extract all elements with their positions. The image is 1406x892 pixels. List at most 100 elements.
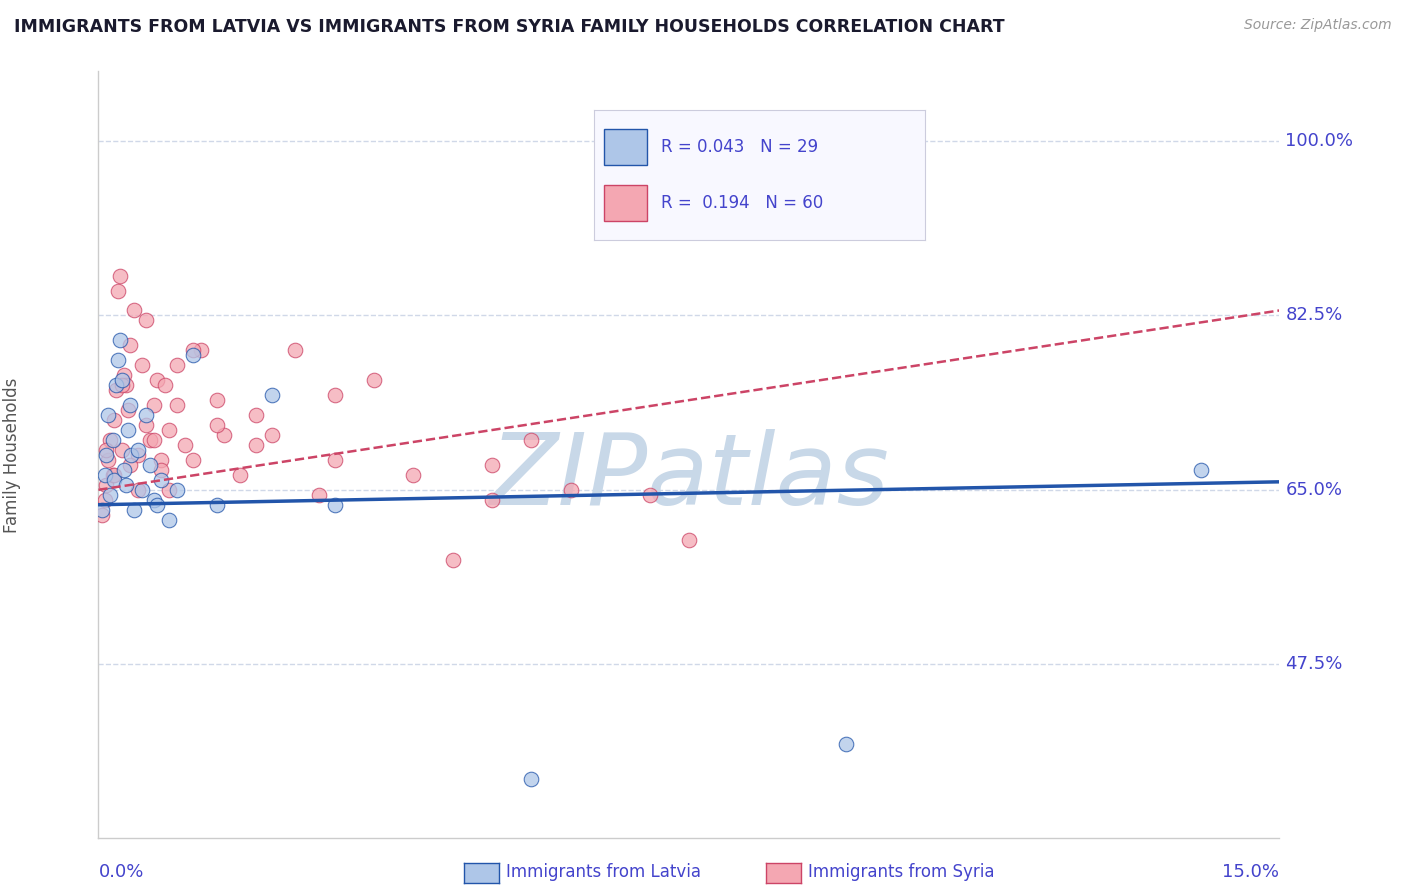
Point: [103, 413, 125, 427]
Point: [205, 417, 228, 432]
Point: [402, 467, 425, 482]
Point: [135, 313, 157, 327]
Text: Source: ZipAtlas.com: Source: ZipAtlas.com: [1244, 18, 1392, 32]
Text: 65.0%: 65.0%: [1285, 481, 1343, 499]
Point: [835, 737, 858, 751]
Point: [97, 453, 120, 467]
Point: [181, 343, 204, 358]
Point: [323, 453, 346, 467]
Point: [111, 442, 134, 457]
Point: [112, 463, 135, 477]
Point: [441, 552, 464, 566]
Point: [245, 408, 267, 422]
Point: [127, 448, 149, 462]
Point: [101, 433, 124, 447]
Point: [138, 458, 160, 472]
Point: [560, 483, 582, 497]
Text: ZIPatlas: ZIPatlas: [489, 429, 889, 526]
Point: [146, 373, 169, 387]
Point: [308, 488, 330, 502]
Point: [678, 533, 700, 547]
Point: [260, 388, 283, 402]
Point: [142, 492, 165, 507]
Point: [131, 358, 153, 372]
Point: [127, 442, 149, 457]
Point: [150, 463, 173, 477]
Point: [135, 408, 157, 422]
Text: Immigrants from Syria: Immigrants from Syria: [808, 863, 995, 881]
Point: [121, 448, 143, 462]
Point: [323, 498, 346, 512]
Point: [101, 467, 124, 482]
Point: [214, 428, 236, 442]
Point: [111, 373, 134, 387]
Text: IMMIGRANTS FROM LATVIA VS IMMIGRANTS FROM SYRIA FAMILY HOUSEHOLDS CORRELATION CH: IMMIGRANTS FROM LATVIA VS IMMIGRANTS FRO…: [14, 18, 1005, 36]
Point: [112, 368, 135, 383]
Point: [166, 358, 188, 372]
Point: [98, 488, 121, 502]
Point: [284, 343, 307, 358]
Point: [260, 428, 283, 442]
Point: [122, 502, 145, 516]
Point: [104, 383, 127, 397]
Point: [166, 398, 188, 412]
Point: [96, 442, 118, 457]
Point: [91, 508, 114, 522]
Point: [93, 467, 115, 482]
Text: 82.5%: 82.5%: [1285, 307, 1343, 325]
Point: [181, 348, 204, 362]
Point: [93, 492, 115, 507]
Point: [127, 483, 149, 497]
Point: [142, 433, 165, 447]
Point: [363, 373, 385, 387]
Point: [117, 403, 139, 417]
Point: [115, 378, 138, 392]
Text: 100.0%: 100.0%: [1285, 132, 1354, 150]
Point: [135, 417, 157, 432]
Text: Immigrants from Latvia: Immigrants from Latvia: [506, 863, 702, 881]
Point: [205, 393, 228, 408]
Point: [520, 772, 543, 786]
Point: [157, 483, 180, 497]
Point: [96, 478, 118, 492]
Point: [96, 448, 118, 462]
Point: [103, 467, 125, 482]
Point: [157, 423, 180, 437]
Point: [481, 458, 503, 472]
Point: [97, 408, 120, 422]
Point: [1189, 463, 1212, 477]
Point: [110, 268, 132, 283]
Point: [110, 334, 132, 348]
Point: [118, 398, 141, 412]
Point: [245, 438, 267, 452]
Point: [229, 467, 252, 482]
Point: [111, 378, 134, 392]
Point: [138, 433, 160, 447]
Point: [520, 433, 543, 447]
Point: [117, 423, 139, 437]
Point: [190, 343, 212, 358]
Point: [98, 433, 121, 447]
Text: 0.0%: 0.0%: [98, 863, 143, 881]
Point: [142, 398, 165, 412]
Point: [638, 488, 661, 502]
Point: [107, 284, 129, 298]
Text: Family Households: Family Households: [3, 377, 21, 533]
Point: [104, 378, 127, 392]
Point: [122, 303, 145, 318]
Point: [150, 473, 173, 487]
Point: [107, 353, 129, 368]
Point: [166, 483, 188, 497]
Point: [115, 478, 138, 492]
Point: [323, 388, 346, 402]
Point: [481, 492, 503, 507]
Point: [150, 453, 173, 467]
Point: [205, 498, 228, 512]
Point: [91, 502, 114, 516]
Point: [118, 458, 141, 472]
Point: [157, 513, 180, 527]
Point: [155, 378, 177, 392]
Text: 15.0%: 15.0%: [1222, 863, 1279, 881]
Text: 47.5%: 47.5%: [1285, 655, 1343, 673]
Point: [103, 473, 125, 487]
